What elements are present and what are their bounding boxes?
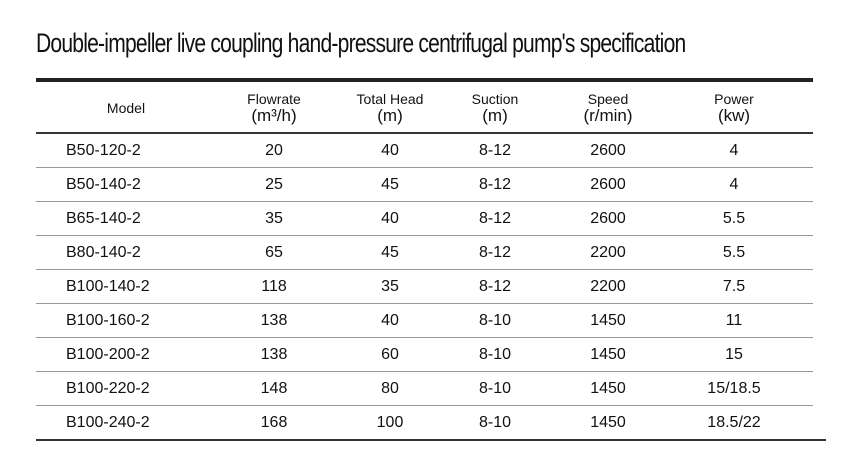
- power-cell: 5.5: [722, 209, 746, 227]
- speed-cell: 2200: [590, 277, 626, 295]
- speed-cell: 2600: [590, 175, 626, 193]
- table-row: B50-120-2 20 40 8-12 2600 4: [36, 134, 813, 168]
- model-cell: B100-220-2: [66, 379, 150, 397]
- flowrate-cell: 65: [265, 243, 283, 261]
- suction-cell: 8-10: [478, 379, 512, 397]
- flowrate-cell: 138: [260, 345, 288, 363]
- power-cell: 15: [725, 345, 743, 363]
- model-cell: B100-160-2: [66, 311, 150, 329]
- table-row: B100-200-2 138 60 8-10 1450 15: [36, 338, 813, 372]
- page-title: Double-impeller live coupling hand-press…: [36, 28, 686, 58]
- model-cell: B100-200-2: [66, 345, 150, 363]
- model-cell: B65-140-2: [66, 209, 141, 227]
- power-cell: 4: [729, 175, 739, 193]
- power-cell: 18.5/22: [707, 413, 761, 431]
- total-head-cell: 45: [381, 243, 399, 261]
- power-cell: 11: [725, 311, 743, 329]
- speed-cell: 2600: [590, 209, 626, 227]
- total-head-cell: 45: [381, 175, 399, 193]
- power-cell: 4: [729, 141, 739, 159]
- table-row: B100-140-2 118 35 8-12 2200 7.5: [36, 270, 813, 304]
- table-row: B50-140-2 25 45 8-12 2600 4: [36, 168, 813, 202]
- header-power: Power (kw): [684, 84, 784, 132]
- suction-cell: 8-10: [478, 345, 512, 363]
- specification-table: Model Flowrate (m³/h) Total Head (m) Suc…: [36, 84, 826, 441]
- title-divider: [36, 78, 813, 82]
- flowrate-cell: 25: [265, 175, 283, 193]
- header-unit: (m): [482, 106, 508, 125]
- suction-cell: 8-10: [478, 311, 512, 329]
- speed-cell: 2200: [590, 243, 626, 261]
- header-unit: (kw): [717, 106, 751, 125]
- model-cell: B80-140-2: [66, 243, 141, 261]
- model-cell: B100-140-2: [66, 277, 150, 295]
- header-flowrate: Flowrate (m³/h): [224, 84, 324, 132]
- header-model: Model: [76, 84, 176, 132]
- table-row: B80-140-2 65 45 8-12 2200 5.5: [36, 236, 813, 270]
- power-cell: 7.5: [722, 277, 746, 295]
- model-cell: B100-240-2: [66, 413, 150, 431]
- flowrate-cell: 168: [260, 413, 288, 431]
- header-unit: (r/min): [583, 106, 633, 125]
- flowrate-cell: 148: [260, 379, 288, 397]
- header-label: Speed: [587, 91, 629, 107]
- flowrate-cell: 20: [265, 141, 283, 159]
- total-head-cell: 100: [376, 413, 404, 431]
- speed-cell: 1450: [590, 345, 626, 363]
- suction-cell: 8-12: [478, 141, 512, 159]
- total-head-cell: 40: [381, 311, 399, 329]
- header-speed: Speed (r/min): [558, 84, 658, 132]
- header-label: Total Head: [356, 91, 424, 107]
- table-header-row: Model Flowrate (m³/h) Total Head (m) Suc…: [36, 84, 813, 134]
- header-label: Power: [714, 91, 754, 107]
- total-head-cell: 35: [381, 277, 399, 295]
- table-row: B65-140-2 35 40 8-12 2600 5.5: [36, 202, 813, 236]
- header-total-head: Total Head (m): [340, 84, 440, 132]
- header-suction: Suction (m): [445, 84, 545, 132]
- suction-cell: 8-10: [478, 413, 512, 431]
- table-row: B100-220-2 148 80 8-10 1450 15/18.5: [36, 372, 813, 406]
- speed-cell: 1450: [590, 413, 626, 431]
- header-unit: (m): [377, 106, 403, 125]
- model-cell: B50-120-2: [66, 141, 141, 159]
- suction-cell: 8-12: [478, 243, 512, 261]
- speed-cell: 1450: [590, 379, 626, 397]
- total-head-cell: 60: [381, 345, 399, 363]
- flowrate-cell: 118: [261, 277, 287, 295]
- total-head-cell: 80: [381, 379, 399, 397]
- flowrate-cell: 35: [265, 209, 283, 227]
- table-row: B100-240-2 168 100 8-10 1450 18.5/22: [36, 406, 826, 441]
- flowrate-cell: 138: [260, 311, 288, 329]
- header-label: Flowrate: [247, 91, 301, 107]
- suction-cell: 8-12: [478, 175, 512, 193]
- header-label: Model: [106, 100, 146, 116]
- model-cell: B50-140-2: [66, 175, 141, 193]
- suction-cell: 8-12: [478, 277, 512, 295]
- total-head-cell: 40: [381, 141, 399, 159]
- power-cell: 15/18.5: [707, 379, 761, 397]
- speed-cell: 1450: [590, 311, 626, 329]
- total-head-cell: 40: [381, 209, 399, 227]
- table-row: B100-160-2 138 40 8-10 1450 11: [36, 304, 813, 338]
- header-unit: (m³/h): [251, 106, 297, 125]
- suction-cell: 8-12: [478, 209, 512, 227]
- power-cell: 5.5: [722, 243, 746, 261]
- header-label: Suction: [471, 91, 519, 107]
- speed-cell: 2600: [590, 141, 626, 159]
